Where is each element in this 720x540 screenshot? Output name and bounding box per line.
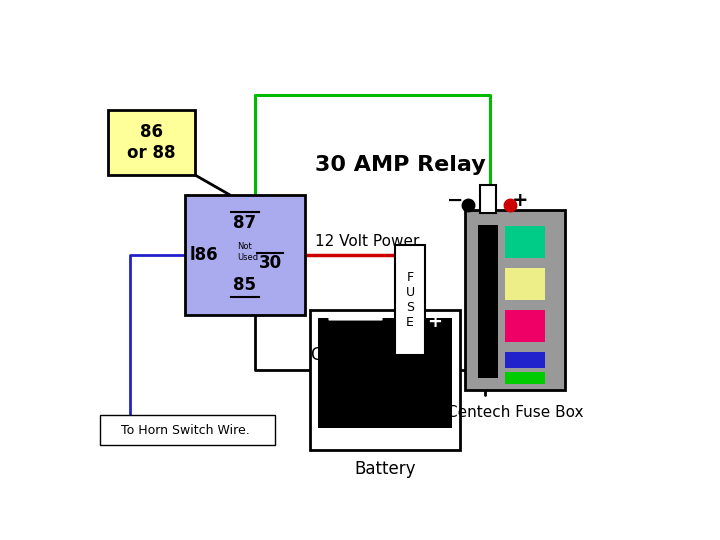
- Text: Centech Fuse Box: Centech Fuse Box: [446, 405, 583, 420]
- Text: +: +: [428, 313, 443, 331]
- Bar: [465, 210, 565, 390]
- Bar: [505, 268, 545, 300]
- Text: 87: 87: [233, 214, 256, 232]
- Text: Ground: Ground: [310, 346, 371, 364]
- Text: l86: l86: [190, 246, 219, 264]
- Text: Not
Used: Not Used: [237, 242, 258, 262]
- Bar: [478, 225, 498, 378]
- Text: 30: 30: [258, 254, 282, 272]
- Bar: [185, 195, 305, 315]
- Bar: [318, 318, 452, 428]
- Text: −: −: [447, 191, 463, 210]
- Text: To Horn Switch Wire.: To Horn Switch Wire.: [121, 423, 249, 436]
- Bar: [505, 352, 545, 368]
- Bar: [505, 372, 545, 384]
- Bar: [505, 226, 545, 258]
- Bar: [505, 310, 545, 342]
- Bar: [480, 185, 496, 213]
- Text: Battery: Battery: [354, 460, 415, 478]
- Bar: [395, 245, 425, 355]
- Text: F
U
S
E: F U S E: [405, 271, 415, 329]
- Text: +: +: [512, 191, 528, 210]
- Text: 30 AMP Relay: 30 AMP Relay: [315, 155, 485, 175]
- Text: 86
or 88: 86 or 88: [127, 123, 176, 162]
- Bar: [100, 415, 275, 445]
- Text: 12 Volt Power: 12 Volt Power: [315, 234, 419, 249]
- Bar: [310, 310, 460, 450]
- Text: 85: 85: [233, 276, 256, 294]
- Bar: [108, 110, 195, 175]
